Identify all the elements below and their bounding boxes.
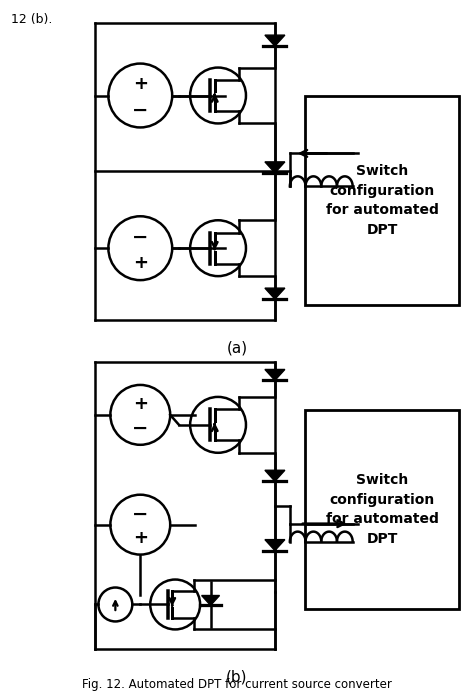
Text: +: + (133, 253, 148, 271)
Text: Switch
configuration
for automated
DPT: Switch configuration for automated DPT (326, 473, 438, 546)
Text: −: − (132, 419, 148, 438)
Bar (305, 96, 459, 305)
Text: +: + (133, 529, 148, 547)
Text: −: − (132, 101, 148, 119)
Polygon shape (265, 35, 285, 46)
Text: Fig. 12. Automated DPT for current source converter: Fig. 12. Automated DPT for current sourc… (82, 678, 392, 691)
Polygon shape (265, 369, 285, 380)
Text: −: − (132, 228, 148, 246)
Text: +: + (133, 396, 148, 414)
Bar (305, 410, 459, 609)
Polygon shape (265, 162, 285, 173)
Text: (b): (b) (226, 670, 248, 685)
Polygon shape (265, 471, 285, 481)
Text: −: − (132, 505, 148, 524)
Polygon shape (265, 288, 285, 299)
Polygon shape (201, 595, 219, 605)
Text: 12 (b).: 12 (b). (11, 12, 52, 26)
Polygon shape (265, 540, 285, 550)
Text: (a): (a) (227, 341, 247, 355)
Text: Switch
configuration
for automated
DPT: Switch configuration for automated DPT (326, 164, 438, 237)
Text: +: + (133, 76, 148, 93)
